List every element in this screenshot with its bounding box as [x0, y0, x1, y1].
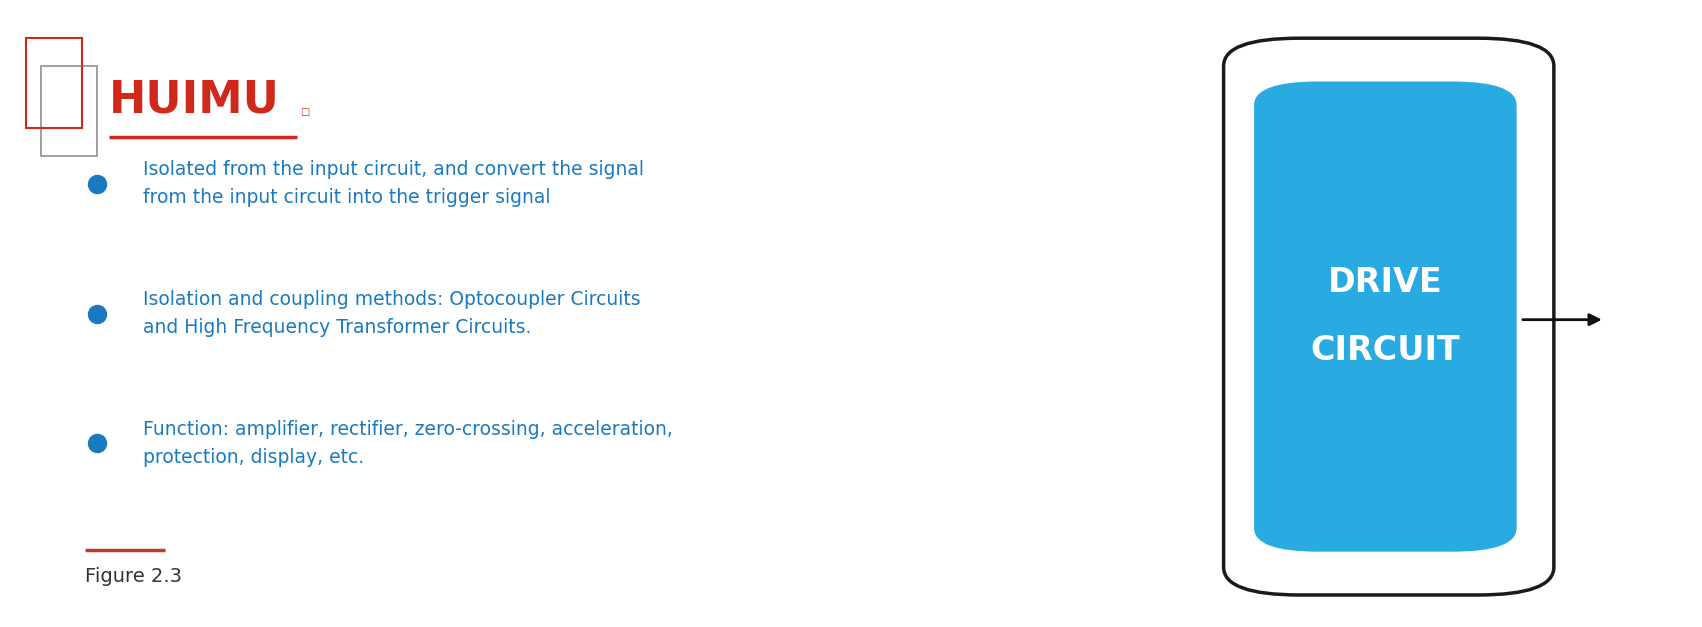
Text: CIRCUIT: CIRCUIT	[1311, 334, 1460, 367]
Text: □: □	[301, 107, 310, 117]
Text: Figure 2.3: Figure 2.3	[85, 567, 182, 586]
Text: DRIVE: DRIVE	[1328, 266, 1443, 299]
Text: Function: amplifier, rectifier, zero-crossing, acceleration,
protection, display: Function: amplifier, rectifier, zero-cro…	[143, 419, 672, 467]
FancyBboxPatch shape	[1224, 38, 1554, 595]
Text: Isolated from the input circuit, and convert the signal
from the input circuit i: Isolated from the input circuit, and con…	[143, 160, 643, 208]
Text: HUIMU: HUIMU	[109, 78, 281, 122]
FancyBboxPatch shape	[1254, 82, 1516, 552]
Text: Isolation and coupling methods: Optocoupler Circuits
and High Frequency Transfor: Isolation and coupling methods: Optocoup…	[143, 290, 640, 337]
